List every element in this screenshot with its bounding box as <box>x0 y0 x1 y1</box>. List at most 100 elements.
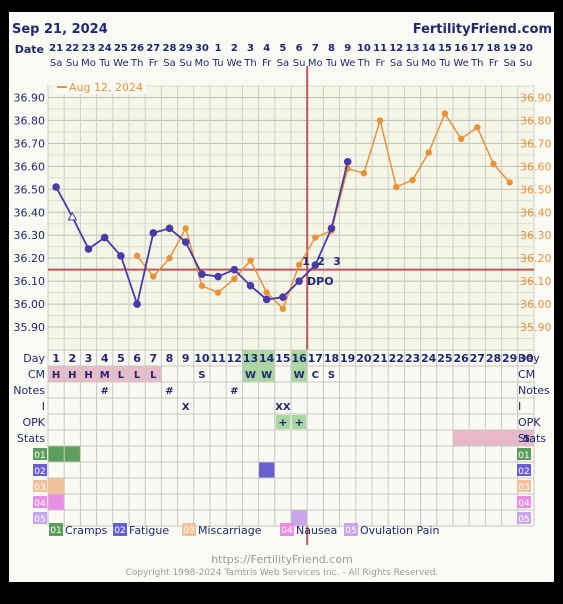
comparison-point <box>150 273 157 280</box>
comparison-series <box>133 110 513 312</box>
current-point <box>165 224 174 233</box>
cycle-day-number: 5 <box>117 352 125 365</box>
cm-value: W <box>245 370 256 381</box>
comparison-point <box>263 289 270 296</box>
cm-value: S <box>198 370 205 381</box>
date-number: 5 <box>279 43 286 54</box>
comparison-point <box>457 135 465 142</box>
date-number: 26 <box>130 43 144 54</box>
cm-value: H <box>52 370 60 381</box>
symptom-row-code-right: 03 <box>518 483 529 493</box>
date-number: 4 <box>263 43 270 54</box>
dpo-label: DPO <box>307 275 334 288</box>
cycle-day-number: 30 <box>518 352 534 365</box>
opk-mark: + <box>294 416 303 429</box>
current-point <box>149 229 158 237</box>
weekday-label: Su <box>406 58 419 69</box>
weekday-label: Sa <box>50 58 62 69</box>
weekday-label: Su <box>293 58 306 69</box>
comparison-point <box>506 179 513 186</box>
comparison-point <box>409 176 416 184</box>
weekday-label: Th <box>130 58 143 69</box>
date-number: 13 <box>406 43 420 54</box>
chart-date: Sep 21, 2024 <box>12 22 108 37</box>
comparison-point <box>376 117 384 124</box>
cycle-day-number: 24 <box>421 352 437 365</box>
symptom-row-swatch-right <box>517 480 531 492</box>
symptom-legend-code: 01 <box>50 526 61 536</box>
y-tick-label: 36.70 <box>14 137 46 150</box>
symptom-row-swatch <box>33 464 47 476</box>
cm-value: C <box>312 370 319 381</box>
comparison-point <box>166 254 173 262</box>
y-tick-label: 36.60 <box>14 160 46 173</box>
weekday-label: Tu <box>325 58 337 69</box>
weekday-label: Su <box>66 58 79 69</box>
comparison-point <box>393 183 400 191</box>
cm-cell-fill <box>64 366 81 382</box>
cm-value: H <box>84 370 92 381</box>
comparison-point <box>182 225 189 232</box>
weekday-label: Su <box>179 58 192 69</box>
weekday-label: Tu <box>98 58 110 69</box>
current-point <box>214 272 222 281</box>
cm-cell-fill <box>129 366 146 382</box>
weekday-label: We <box>453 58 468 69</box>
current-point <box>262 295 271 304</box>
cycle-day-number: 13 <box>243 352 258 365</box>
row-label-right: Notes <box>518 384 550 397</box>
y-tick-label: 35.90 <box>14 321 46 334</box>
symptom-legend-swatch <box>182 523 196 536</box>
symptom-legend-code: 04 <box>281 526 293 536</box>
weekday-label: Th <box>357 58 370 69</box>
y-tick-label: 36.80 <box>14 114 46 127</box>
cycle-day-number: 22 <box>389 352 404 365</box>
y-tick-label-right: 36.80 <box>520 114 552 127</box>
site-name[interactable]: FertilityFriend.com <box>413 22 552 37</box>
weekday-label: We <box>113 58 128 69</box>
symptom-row-swatch <box>33 448 47 460</box>
symptom-row-code: 03 <box>34 483 45 493</box>
date-number: 28 <box>163 43 177 54</box>
date-number: 1 <box>215 43 222 54</box>
comparison-point <box>425 149 432 156</box>
current-point <box>181 238 190 246</box>
date-row-label: Date <box>15 43 44 56</box>
comparison-point <box>441 110 449 117</box>
weekday-label: Th <box>470 58 483 69</box>
cycle-day-number: 19 <box>340 352 355 365</box>
cm-value: H <box>68 370 76 381</box>
cycle-day-number: 17 <box>308 352 323 365</box>
symptom-legend-swatch <box>344 523 358 536</box>
date-number: 29 <box>179 43 193 54</box>
y-tick-label: 36.10 <box>14 275 46 288</box>
cycle-day-number: 9 <box>182 352 190 365</box>
cycle-day-number: 16 <box>291 352 307 365</box>
y-tick-label-right: 35.90 <box>520 321 552 334</box>
cycle-day-number: 27 <box>470 352 485 365</box>
footer-url[interactable]: https://FertilityFriend.com <box>211 553 353 566</box>
notes-mark: # <box>165 386 173 397</box>
cycle-day-number: 25 <box>437 352 452 365</box>
symptom-legend-code: 05 <box>345 526 356 536</box>
cm-cell-fill <box>48 366 65 382</box>
weekday-label: Th <box>243 58 256 69</box>
cm-value: L <box>134 370 141 381</box>
y-tick-label: 36.90 <box>14 91 46 104</box>
intercourse-mark: XX <box>275 402 291 413</box>
notes-mark: # <box>230 386 238 397</box>
symptom-legend-code: 03 <box>183 526 194 536</box>
date-number: 9 <box>344 43 351 54</box>
weekday-label: Tu <box>212 58 224 69</box>
comparison-point <box>312 234 319 241</box>
date-number: 14 <box>422 43 436 54</box>
date-number: 15 <box>438 43 452 54</box>
weekday-label: Mo <box>195 58 210 69</box>
date-number: 11 <box>373 43 387 54</box>
symptom-legend-code: 02 <box>114 526 125 536</box>
row-label-right: I <box>518 400 521 413</box>
cycle-day-number: 2 <box>68 352 76 365</box>
opk-cell-fill <box>275 415 290 429</box>
